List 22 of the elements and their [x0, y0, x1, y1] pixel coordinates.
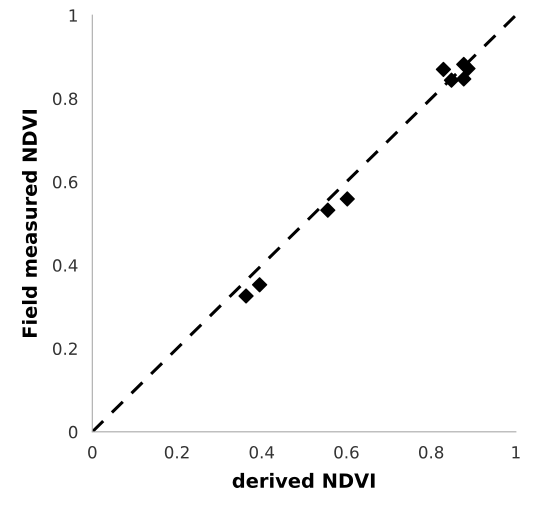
- point: [460, 60, 476, 76]
- x-tick-label: 0.2: [164, 446, 189, 459]
- point: [456, 71, 472, 87]
- y-tick-label: 0.8: [53, 92, 78, 106]
- x-tick-label: 0.8: [418, 446, 444, 459]
- y-tick-label: 0.2: [53, 342, 77, 356]
- y-tick-label: 0.4: [53, 259, 78, 272]
- y-axis-title: Field measured NDVI: [22, 110, 38, 338]
- x-tick-label: 0.6: [334, 446, 359, 459]
- y-tick-label: 1: [70, 9, 77, 22]
- x-tick-label: 0.4: [250, 446, 274, 459]
- x-axis-title: derived NDVI: [232, 472, 375, 488]
- point: [444, 72, 460, 88]
- point: [252, 277, 268, 292]
- point: [340, 191, 355, 207]
- point: [436, 62, 452, 78]
- y-tick-label: 0: [68, 426, 78, 438]
- x-tick-label: 1: [512, 446, 520, 458]
- y-tick-label: 0.6: [53, 176, 78, 188]
- point: [320, 202, 336, 218]
- point: [238, 288, 254, 304]
- x-tick-label: 0: [88, 446, 97, 459]
